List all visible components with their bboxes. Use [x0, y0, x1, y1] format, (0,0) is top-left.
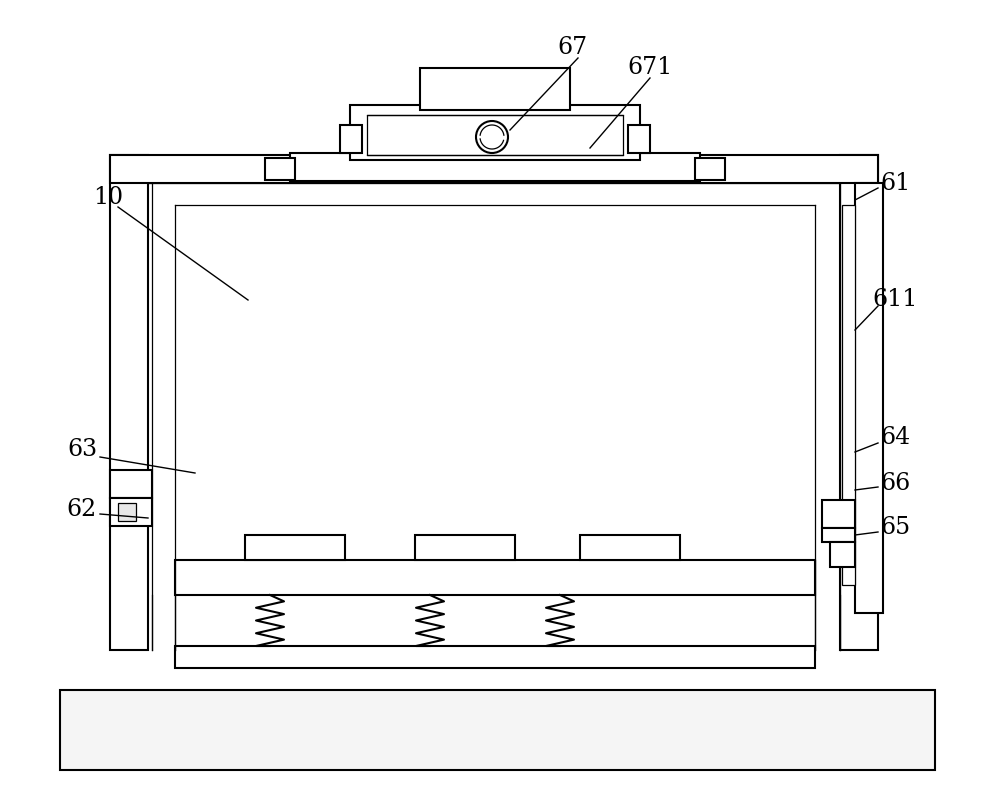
Bar [110, 155, 148, 650]
Bar [840, 155, 878, 650]
Bar [60, 690, 935, 770]
Bar [175, 646, 815, 668]
Bar [855, 183, 883, 613]
Bar [265, 158, 295, 180]
Bar [695, 158, 725, 180]
Bar [420, 68, 570, 110]
Bar [830, 542, 855, 567]
Bar [367, 115, 623, 155]
Text: 671: 671 [627, 57, 673, 80]
Bar [350, 105, 640, 160]
Text: 61: 61 [880, 171, 910, 194]
Bar [175, 560, 815, 595]
Bar [580, 535, 680, 560]
Bar [118, 503, 136, 521]
Text: 66: 66 [880, 471, 910, 494]
Bar [110, 498, 152, 526]
Bar [245, 535, 345, 560]
Bar [822, 528, 855, 542]
Text: 63: 63 [67, 439, 97, 462]
Bar [110, 470, 152, 498]
Bar [415, 535, 515, 560]
Text: 64: 64 [880, 427, 910, 450]
Text: 611: 611 [872, 288, 918, 311]
Bar [290, 153, 700, 181]
Bar [842, 205, 855, 585]
Bar [110, 155, 878, 183]
Bar [340, 125, 362, 153]
Bar [628, 125, 650, 153]
Text: 65: 65 [880, 517, 910, 540]
Text: 62: 62 [67, 498, 97, 521]
Bar [822, 500, 855, 528]
Text: 67: 67 [557, 37, 587, 60]
Text: 10: 10 [93, 186, 123, 209]
